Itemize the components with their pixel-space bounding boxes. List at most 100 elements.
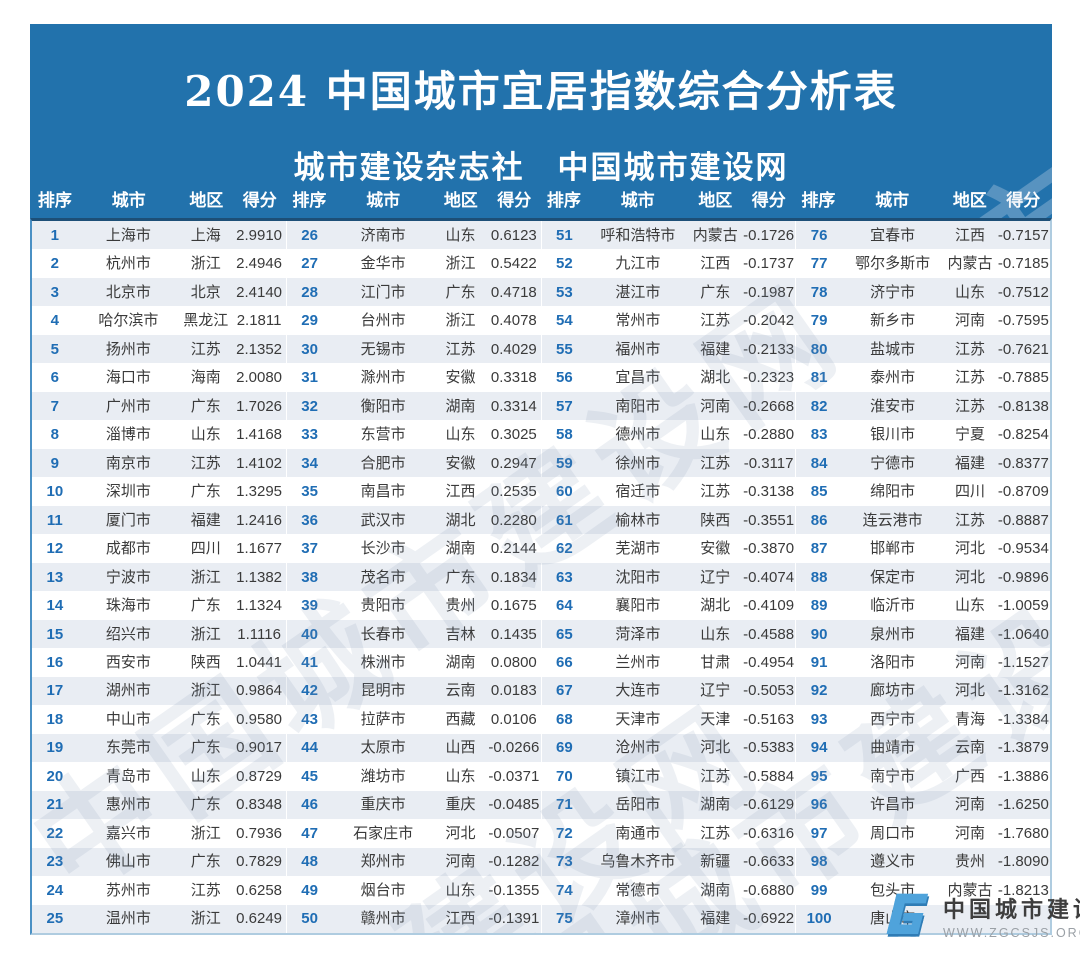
- rank-cell: 65: [555, 625, 573, 643]
- rank-cell: 62: [555, 540, 573, 558]
- city-cell: 上海市: [105, 226, 151, 244]
- column-header-region: 地区: [189, 190, 224, 210]
- region-cell: 江苏: [445, 340, 476, 358]
- region-cell: 江苏: [955, 511, 986, 529]
- rank-cell: 26: [301, 226, 318, 244]
- table-row: 9 南京市 江苏 1.4102 34 合肥市 安徽 0.2947 59 徐州市 江苏 -0.3117 8…: [32, 448, 1050, 478]
- score-cell: 0.6249: [236, 910, 283, 928]
- site-logo: 中国城市建设网 WWW.ZGCSJS.ORG.CN: [880, 886, 1080, 945]
- row-group: 13 宁波市 浙江 1.1382: [32, 563, 286, 591]
- table-row: 8 淄博市 山东 1.4168 33 东营市 山东 0.3025 58 德州市 山东 -0.2880 8…: [32, 420, 1050, 449]
- row-group: 51 呼和浩特市 内蒙古 -0.1726: [540, 221, 796, 250]
- row-group: 96 许昌市 河南 -1.6250: [795, 790, 1050, 820]
- city-cell: 乌鲁木齐市: [600, 853, 676, 871]
- row-group: 77 鄂尔多斯市 内蒙古 -0.7185: [795, 249, 1050, 278]
- score-cell: 0.1435: [490, 625, 537, 643]
- table-row: 2 杭州市 浙江 2.4946 27 金华市 浙江 0.5422 52 九江市 江西 -0.1737 7…: [32, 249, 1050, 278]
- city-cell: 拉萨市: [360, 710, 406, 728]
- rank-cell: 61: [555, 511, 573, 529]
- rank-cell: 53: [555, 283, 573, 301]
- city-cell: 洛阳市: [870, 654, 916, 671]
- rank-cell: 37: [301, 540, 318, 558]
- rank-cell: 27: [301, 255, 318, 273]
- score-cell: 1.1116: [237, 625, 281, 643]
- city-cell: 宁德市: [870, 454, 916, 472]
- city-cell: 苏州市: [105, 881, 151, 899]
- city-cell: 盐城市: [870, 340, 916, 358]
- region-cell: 辽宁: [700, 568, 731, 586]
- region-cell: 湖南: [445, 540, 476, 558]
- score-cell: 1.2416: [236, 511, 283, 529]
- city-cell: 株洲市: [360, 654, 406, 671]
- region-cell: 福建: [955, 625, 986, 643]
- region-cell: 山东: [700, 625, 731, 643]
- row-group: 42 昆明市 云南 0.0183: [285, 676, 541, 706]
- rank-cell: 75: [555, 910, 573, 928]
- row-group: 82 淮安市 江苏 -0.8138: [795, 391, 1050, 421]
- city-cell: 北京市: [105, 283, 151, 301]
- score-cell: -0.1391: [488, 910, 540, 928]
- rank-cell: 71: [555, 796, 573, 814]
- city-cell: 佛山市: [105, 853, 151, 871]
- rank-cell: 30: [301, 340, 318, 358]
- region-cell: 河南: [445, 853, 476, 871]
- region-cell: 广东: [190, 853, 221, 871]
- city-cell: 济南市: [360, 226, 406, 244]
- row-group: 79 新乡市 河南 -0.7595: [795, 306, 1050, 335]
- region-cell: 河南: [700, 397, 731, 415]
- region-cell: 山东: [955, 283, 986, 301]
- row-group: 83 银川市 宁夏 -0.8254: [795, 420, 1050, 449]
- rank-cell: 9: [50, 454, 59, 472]
- rank-cell: 83: [810, 426, 828, 444]
- city-cell: 曲靖市: [870, 739, 916, 757]
- column-header-group: 排序 城市 地区 得分: [287, 178, 542, 218]
- region-cell: 广东: [190, 796, 221, 814]
- city-cell: 青岛市: [105, 767, 151, 785]
- score-cell: -0.8887: [997, 511, 1049, 529]
- region-cell: 河北: [700, 739, 731, 757]
- column-header-region: 地区: [952, 190, 987, 210]
- region-cell: 江苏: [955, 369, 986, 387]
- rank-cell: 57: [555, 397, 573, 415]
- region-cell: 新疆: [700, 853, 731, 871]
- region-cell: 江苏: [700, 824, 731, 842]
- row-group: 27 金华市 浙江 0.5422: [285, 249, 541, 278]
- city-cell: 南宁市: [870, 767, 916, 785]
- score-cell: 0.3025: [490, 426, 537, 444]
- region-cell: 广东: [445, 568, 476, 586]
- row-group: 93 西宁市 青海 -1.3384: [795, 705, 1050, 734]
- score-cell: 0.2280: [490, 511, 537, 529]
- score-cell: 1.1324: [236, 597, 283, 615]
- score-cell: -0.8377: [997, 454, 1049, 472]
- row-group: 1 上海市 上海 2.9910: [32, 221, 286, 249]
- rank-cell: 70: [555, 767, 573, 785]
- rank-cell: 19: [46, 739, 64, 757]
- score-cell: -0.7512: [997, 283, 1049, 301]
- row-group: 22 嘉兴市 浙江 0.7936: [32, 819, 286, 847]
- city-cell: 合肥市: [360, 454, 406, 472]
- city-cell: 兰州市: [615, 654, 661, 671]
- rank-cell: 95: [810, 767, 828, 785]
- column-header-row: 排序 城市 地区 得分 排序 城市 地区 得分 排序 城市 地区 得分 排序 城市 地区 得分: [30, 178, 1052, 218]
- score-cell: -0.2133: [743, 340, 795, 358]
- city-cell: 长沙市: [360, 540, 406, 558]
- city-cell: 呼和浩特市: [600, 226, 676, 244]
- region-cell: 山东: [700, 426, 731, 444]
- row-group: 10 深圳市 广东 1.3295: [32, 477, 286, 505]
- column-header-rank: 排序: [292, 190, 327, 210]
- city-cell: 厦门市: [105, 511, 151, 529]
- score-cell: 0.6123: [490, 226, 537, 244]
- table-row: 19 东莞市 广东 0.9017 44 太原市 山西 -0.0266 69 沧州市 河北 -0.538…: [32, 733, 1050, 763]
- region-cell: 浙江: [190, 568, 221, 586]
- city-cell: 绍兴市: [105, 625, 151, 643]
- score-cell: -0.7185: [997, 255, 1049, 273]
- rank-cell: 1: [50, 226, 59, 244]
- score-cell: 2.1352: [236, 340, 283, 358]
- row-group: 18 中山市 广东 0.9580: [32, 705, 286, 733]
- rank-cell: 31: [301, 369, 318, 387]
- region-cell: 黑龙江: [183, 312, 229, 330]
- row-group: 7 广州市 广东 1.7026: [32, 392, 286, 420]
- region-cell: 湖南: [445, 654, 476, 671]
- rank-cell: 63: [555, 568, 573, 586]
- rank-cell: 68: [555, 710, 573, 728]
